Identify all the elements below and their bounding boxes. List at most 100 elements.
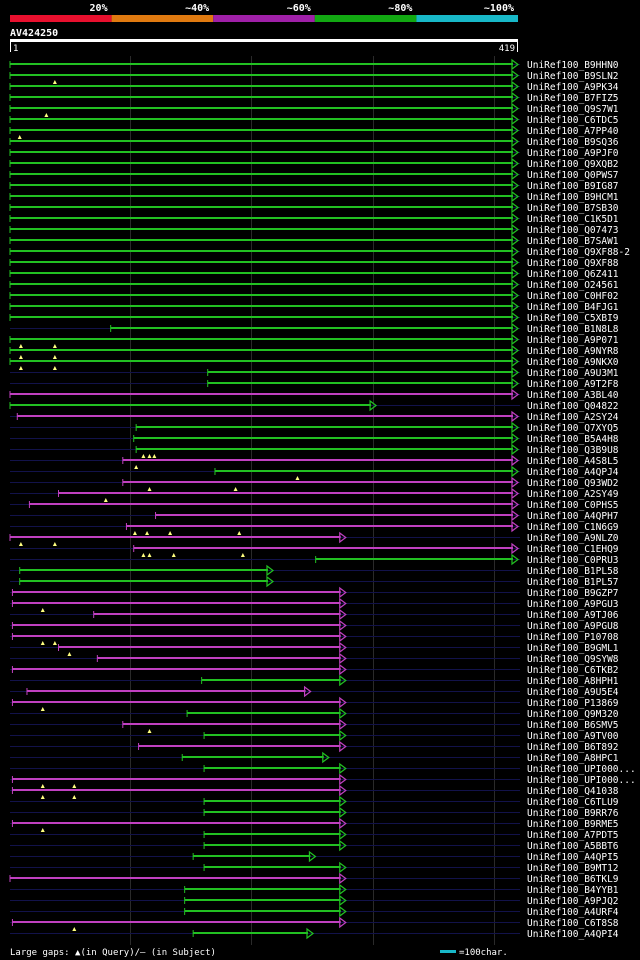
hit-label[interactable]: UniRef100_B7SB30	[527, 203, 619, 214]
hit-row[interactable]: UniRef100_B5A4H8	[10, 432, 619, 445]
hit-row[interactable]: UniRef100_B6TKL9	[9, 872, 619, 885]
hit-label[interactable]: UniRef100_B6SMV5	[527, 720, 619, 731]
hit-label[interactable]: UniRef100_C6T8S8	[527, 918, 619, 929]
hit-row[interactable]: UniRef100_A9PK34	[9, 80, 619, 93]
hit-row[interactable]: UniRef100_A4QPI4	[10, 927, 619, 940]
hit-label[interactable]: UniRef100_A9NKX0	[527, 357, 619, 368]
hit-label[interactable]: UniRef100_B6TKL9	[527, 874, 619, 885]
hit-label[interactable]: UniRef100_A8HPH1	[527, 676, 619, 687]
hit-label[interactable]: UniRef100_C6TKB2	[527, 665, 619, 676]
hit-row[interactable]: UniRef100_A7PDT5	[10, 828, 619, 841]
hit-label[interactable]: UniRef100_A9NYR8	[527, 346, 619, 357]
hit-row[interactable]: UniRef100_A9U3M1	[10, 366, 619, 379]
hit-row[interactable]: UniRef100_A9PGU8	[10, 619, 619, 632]
hit-label[interactable]: UniRef100_Q0PWS7	[527, 170, 619, 181]
hit-label[interactable]: UniRef100_Q93WD2	[527, 478, 619, 489]
hit-label[interactable]: UniRef100_B6T892	[527, 742, 619, 753]
hit-row[interactable]: UniRef100_P10708	[10, 630, 619, 645]
hit-label[interactable]: UniRef100_UPI000...	[527, 764, 636, 775]
hit-label[interactable]: UniRef100_Q3B9U8	[527, 445, 619, 456]
hit-row[interactable]: UniRef100_B9RR76	[10, 806, 619, 819]
hit-row[interactable]: UniRef100_A4QPJ4	[10, 465, 619, 480]
hit-row[interactable]: UniRef100_C6TKB2	[10, 663, 619, 676]
hit-label[interactable]: UniRef100_C1N6G9	[527, 522, 619, 533]
hit-row[interactable]: UniRef100_B9GML1	[10, 641, 619, 656]
hit-row[interactable]: UniRef100_Q0PWS7	[9, 168, 619, 181]
hit-row[interactable]: UniRef100_B6SMV5	[10, 718, 619, 733]
hit-label[interactable]: UniRef100_B9IG87	[527, 181, 619, 192]
hit-label[interactable]: UniRef100_A4URF4	[527, 907, 619, 918]
hit-row[interactable]: UniRef100_B9GZP7	[10, 586, 619, 599]
hit-label[interactable]: UniRef100_B1PL58	[527, 566, 619, 577]
hit-label[interactable]: UniRef100_A4QPJ4	[527, 467, 619, 478]
hit-row[interactable]: UniRef100_A9TJ06	[10, 608, 619, 621]
hit-row[interactable]: UniRef100_Q9XQB2	[9, 157, 619, 170]
hit-row[interactable]: UniRef100_A9NKX0	[9, 355, 619, 370]
hit-label[interactable]: UniRef100_UPI000...	[527, 775, 636, 786]
hit-label[interactable]: UniRef100_B4FJG1	[527, 302, 619, 313]
hit-label[interactable]: UniRef100_Q9S7W1	[527, 104, 619, 115]
hit-label[interactable]: UniRef100_C1K5D1	[527, 214, 619, 225]
hit-label[interactable]: UniRef100_B9RME5	[527, 819, 619, 830]
hit-row[interactable]: UniRef100_A9PJF0	[9, 146, 619, 159]
hit-row[interactable]: UniRef100_C1K5D1	[9, 212, 619, 225]
hit-label[interactable]: UniRef100_A5BBT6	[527, 841, 619, 852]
hit-label[interactable]: UniRef100_Q41038	[527, 786, 619, 797]
hit-label[interactable]: UniRef100_Q9XQB2	[527, 159, 619, 170]
hit-label[interactable]: UniRef100_P13869	[527, 698, 619, 709]
hit-row[interactable]: UniRef100_A8HPH1	[10, 674, 619, 687]
hit-label[interactable]: UniRef100_Q9XF88-2	[527, 247, 630, 258]
hit-row[interactable]: UniRef100_A9NLZ0	[9, 531, 619, 546]
hit-row[interactable]: UniRef100_A9P071	[9, 333, 619, 348]
hit-row[interactable]: UniRef100_C1N6G9	[10, 520, 619, 535]
hit-row[interactable]: UniRef100_A9NYR8	[9, 344, 619, 359]
hit-label[interactable]: UniRef100_A4QPI5	[527, 852, 619, 863]
hit-row[interactable]: UniRef100_B7SB30	[9, 201, 619, 214]
hit-label[interactable]: UniRef100_A7PDT5	[527, 830, 619, 841]
hit-label[interactable]: UniRef100_B1PL57	[527, 577, 619, 588]
hit-label[interactable]: UniRef100_Q9XF88	[527, 258, 619, 269]
hit-label[interactable]: UniRef100_Q04822	[527, 401, 619, 412]
hit-label[interactable]: UniRef100_B9MT12	[527, 863, 619, 874]
hit-label[interactable]: UniRef100_A8HPC1	[527, 753, 619, 764]
hit-label[interactable]: UniRef100_A9PJQ2	[527, 896, 619, 907]
hit-row[interactable]: UniRef100_Q07473	[9, 223, 619, 236]
hit-row[interactable]: UniRef100_A7PP40	[9, 124, 619, 139]
hit-label[interactable]: UniRef100_A9P071	[527, 335, 619, 346]
hit-row[interactable]: UniRef100_A9T2F8	[10, 377, 619, 390]
hit-row[interactable]: UniRef100_B7SAW1	[9, 234, 619, 247]
hit-label[interactable]: UniRef100_A3BL40	[527, 390, 619, 401]
hit-row[interactable]: UniRef100_Q04822	[9, 399, 619, 412]
hit-label[interactable]: UniRef100_B9SLN2	[527, 71, 619, 82]
hit-label[interactable]: UniRef100_A9PGU3	[527, 599, 619, 610]
hit-row[interactable]: UniRef100_C0PRU3	[10, 553, 619, 566]
hit-label[interactable]: UniRef100_C0PRU3	[527, 555, 619, 566]
hit-row[interactable]: UniRef100_A9PGU3	[10, 597, 619, 612]
hit-row[interactable]: UniRef100_A4QPH7	[10, 509, 619, 522]
hit-row[interactable]: UniRef100_Q9XF88-2	[9, 245, 630, 258]
hit-row[interactable]: UniRef100_P13869	[10, 696, 619, 711]
hit-row[interactable]: UniRef100_B9SLN2	[9, 69, 619, 84]
hit-row[interactable]: UniRef100_A4QPI5	[10, 850, 619, 863]
hit-label[interactable]: UniRef100_B9GZP7	[527, 588, 619, 599]
hit-label[interactable]: UniRef100_B9GML1	[527, 643, 619, 654]
hit-label[interactable]: UniRef100_A9TV00	[527, 731, 619, 742]
hit-row[interactable]: UniRef100_O24561	[9, 278, 619, 291]
hit-label[interactable]: UniRef100_B9HHN0	[527, 60, 619, 71]
hit-label[interactable]: UniRef100_B5A4H8	[527, 434, 619, 445]
hit-row[interactable]: UniRef100_C6T8S8	[10, 916, 619, 931]
hit-row[interactable]: UniRef100_Q9XF88	[9, 256, 619, 269]
hit-label[interactable]: UniRef100_Q7XYQ5	[527, 423, 619, 434]
hit-label[interactable]: UniRef100_A9PK34	[527, 82, 619, 93]
hit-row[interactable]: UniRef100_UPI000...	[10, 762, 636, 775]
hit-label[interactable]: UniRef100_C0HF02	[527, 291, 619, 302]
hit-label[interactable]: UniRef100_Q07473	[527, 225, 619, 236]
hit-label[interactable]: UniRef100_Q9M320	[527, 709, 619, 720]
hit-label[interactable]: UniRef100_C6TLU9	[527, 797, 619, 808]
hit-label[interactable]: UniRef100_A2SY24	[527, 412, 619, 423]
hit-row[interactable]: UniRef100_A3BL40	[9, 388, 619, 401]
hit-row[interactable]: UniRef100_B1N8L8	[10, 322, 619, 335]
hit-label[interactable]: UniRef100_A9PGU8	[527, 621, 619, 632]
hit-label[interactable]: UniRef100_C0PHS5	[527, 500, 619, 511]
hit-row[interactable]: UniRef100_B9IG87	[9, 179, 619, 192]
